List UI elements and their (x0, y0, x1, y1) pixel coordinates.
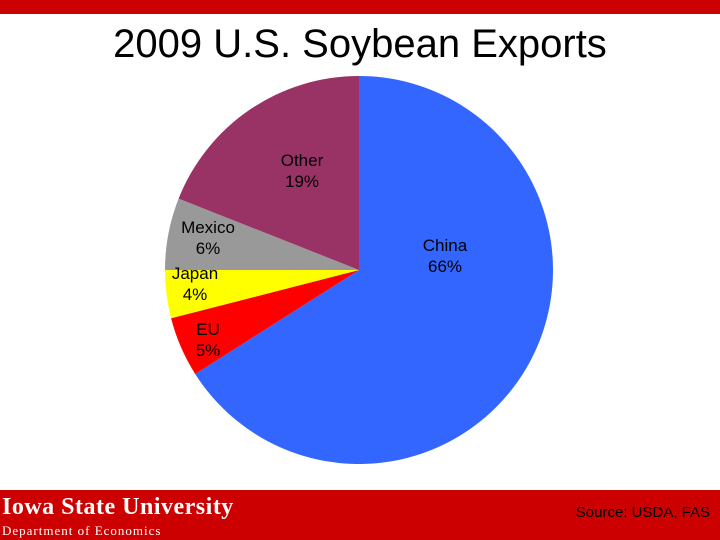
slice-label-mexico: Mexico (181, 218, 235, 237)
slice-label-other: Other (281, 151, 324, 170)
slice-label-eu: EU (196, 320, 220, 339)
slice-value-china: 66% (428, 257, 462, 276)
pie-slices (165, 76, 553, 464)
pie-slice-japan (165, 270, 359, 319)
slide-title: 2009 U.S. Soybean Exports (113, 22, 607, 66)
source-note: Source: USDA, FAS (575, 504, 710, 521)
pie-slice-china (195, 76, 553, 464)
slice-value-eu: 5% (196, 341, 221, 360)
pie-slice-eu (171, 270, 359, 374)
pie-labels: China 66% EU 5% Japan 4% Mexico 6% Other 19% (172, 151, 468, 360)
slice-value-other: 19% (285, 172, 319, 191)
slice-label-japan: Japan (172, 264, 218, 283)
pie-slice-mexico (165, 198, 359, 270)
slice-label-china: China (423, 236, 468, 255)
department-name: Department of Economics (2, 523, 162, 538)
slice-value-japan: 4% (183, 285, 208, 304)
pie-slice-other (178, 76, 359, 270)
top-accent-bar (0, 0, 720, 14)
slice-value-mexico: 6% (196, 239, 221, 258)
university-wordmark: Iowa State University (2, 494, 234, 520)
footer-bar: Iowa State University Department of Econ… (0, 490, 720, 540)
pie-chart: China 66% EU 5% Japan 4% Mexico 6% Other 19% (165, 76, 553, 464)
